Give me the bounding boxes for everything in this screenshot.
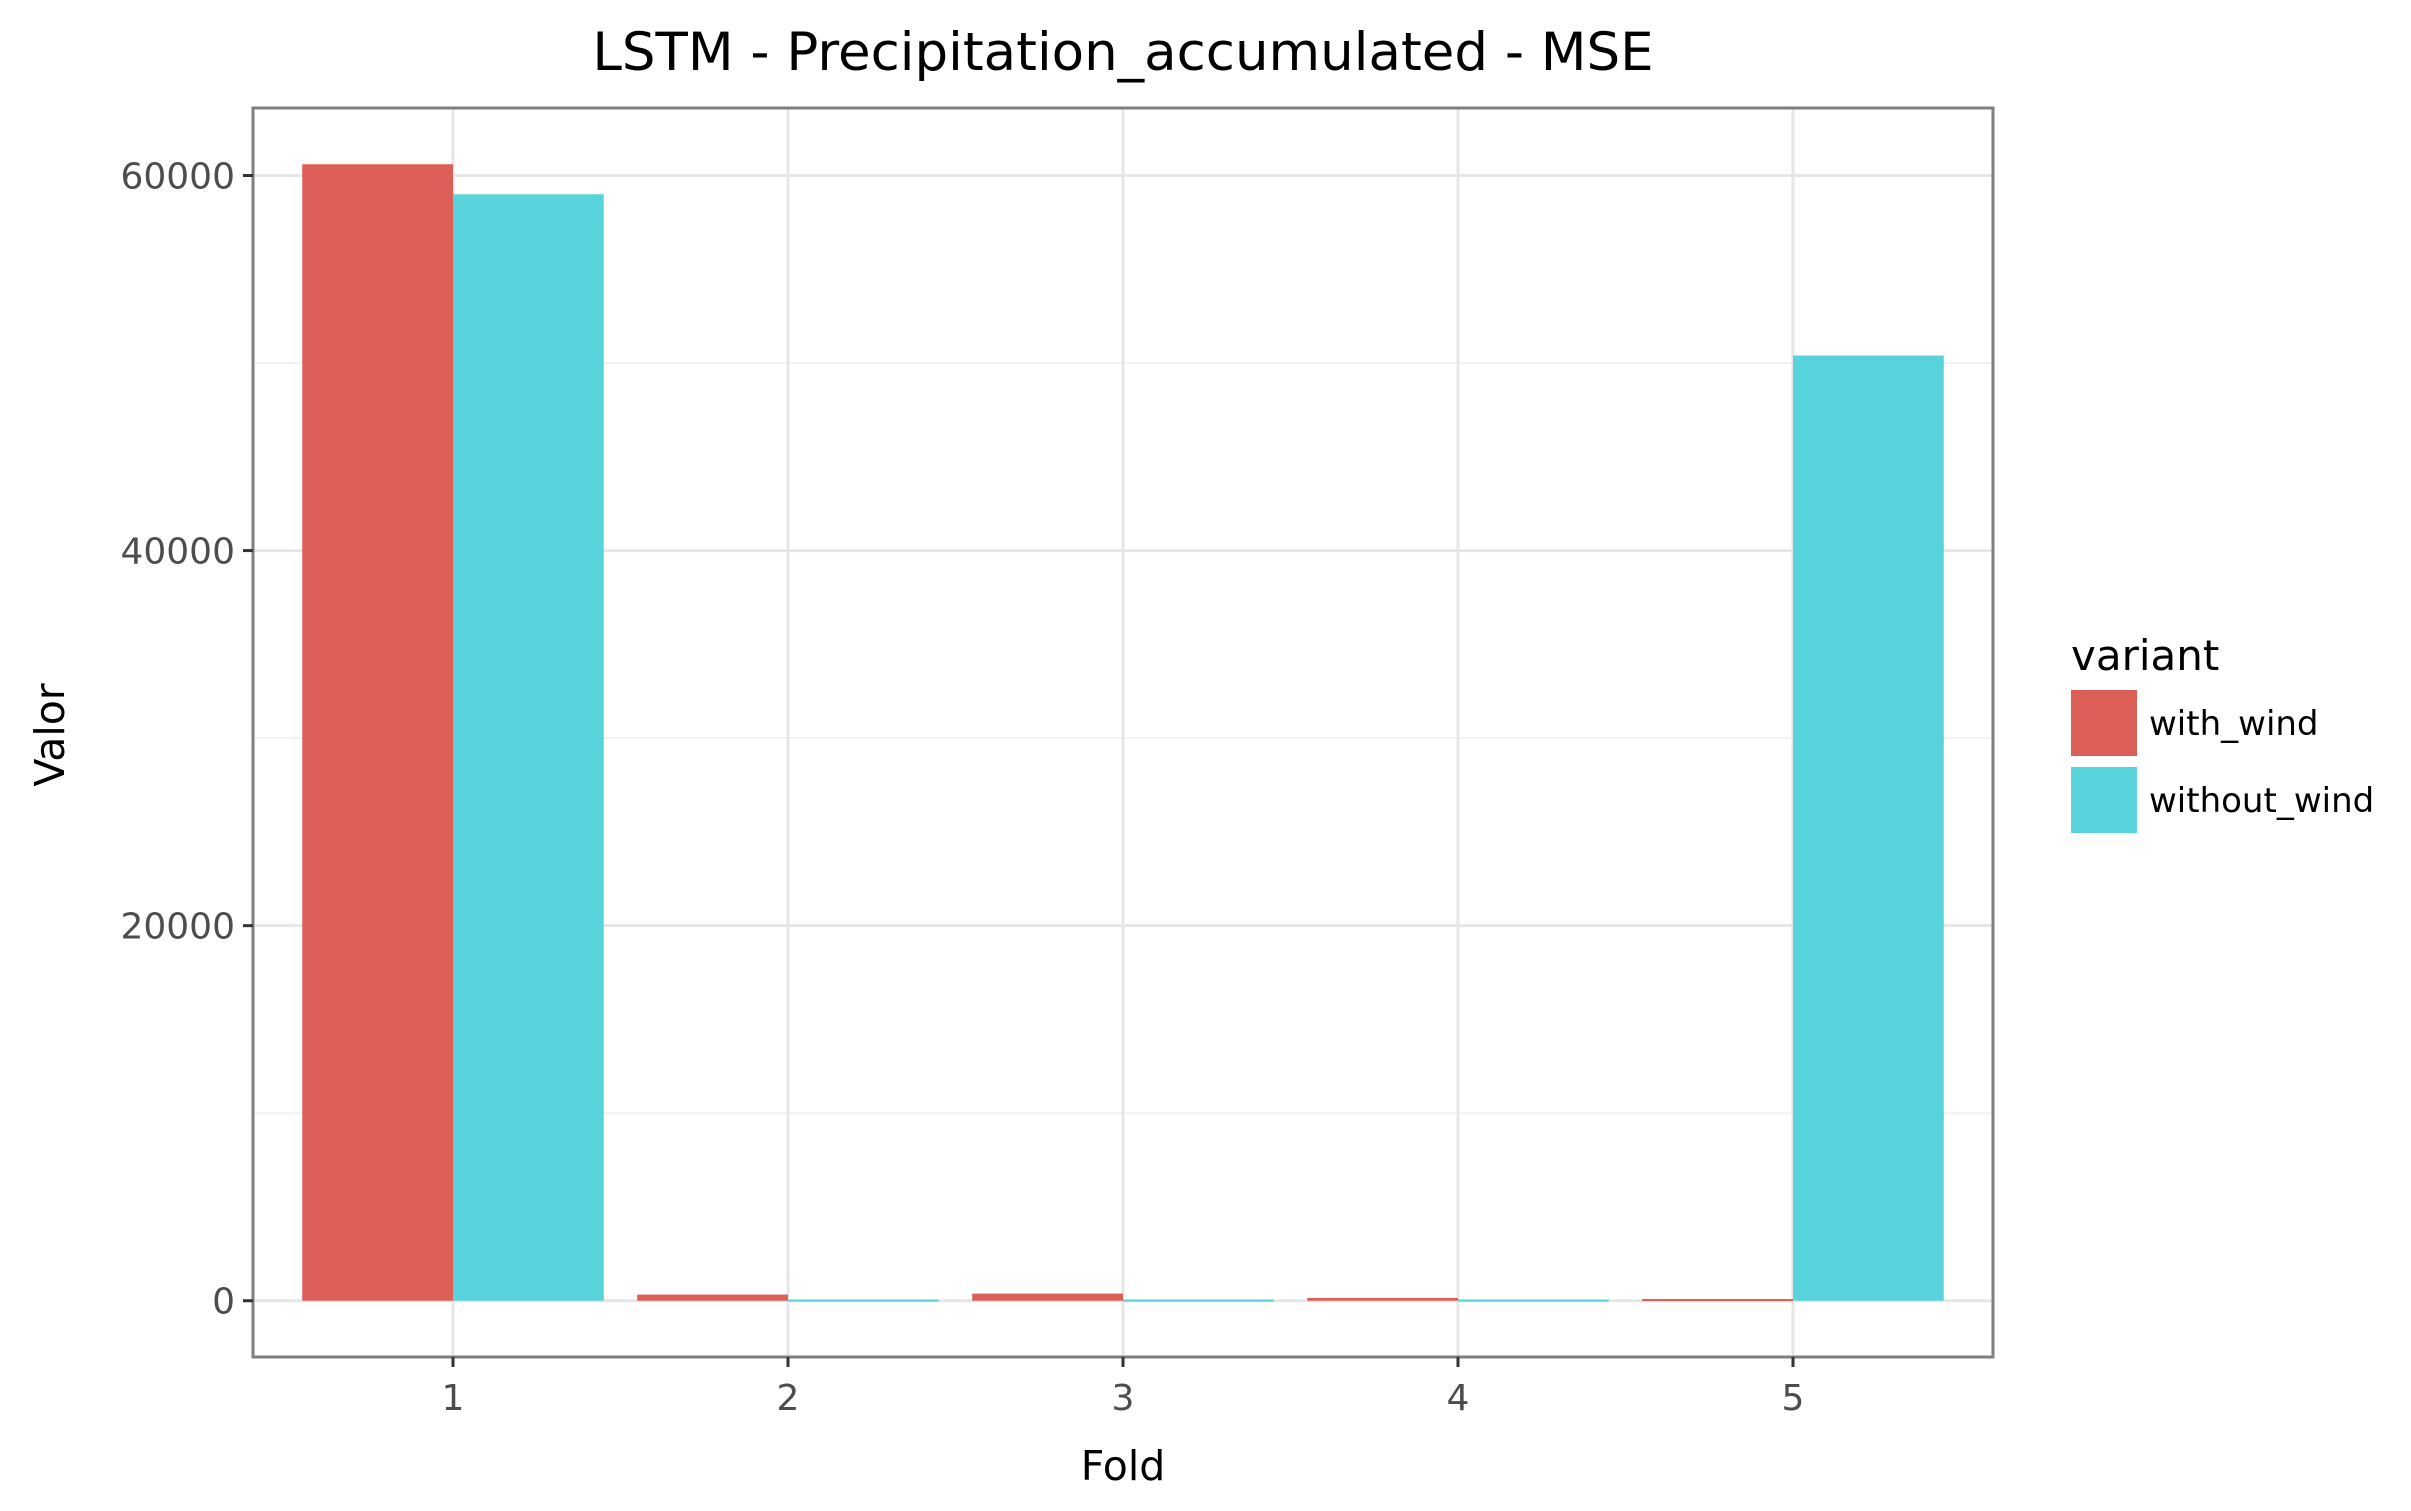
y-tick-label: 20000: [120, 907, 235, 948]
x-axis-title: Fold: [1081, 1442, 1166, 1490]
bar-without_wind-fold-2: [788, 1299, 939, 1302]
x-tick-label: 4: [1447, 1378, 1470, 1419]
y-tick-label: 40000: [120, 532, 235, 573]
legend-title: variant: [2071, 631, 2219, 680]
bar-with_wind-fold-5: [1642, 1299, 1793, 1302]
bar-without_wind-fold-3: [1123, 1299, 1274, 1302]
bar-with_wind-fold-3: [972, 1293, 1123, 1301]
legend: variant with_wind without_wind: [2071, 631, 2374, 833]
bar-without_wind-fold-5: [1793, 355, 1944, 1301]
bar-with_wind-fold-4: [1307, 1297, 1458, 1301]
legend-label-with_wind: with_wind: [2149, 704, 2319, 744]
bar-without_wind-fold-1: [453, 194, 604, 1301]
x-tick-label: 1: [442, 1378, 465, 1419]
legend-label-without_wind: without_wind: [2149, 781, 2374, 821]
x-tick-label: 5: [1782, 1378, 1805, 1419]
bar-with_wind-fold-1: [302, 164, 453, 1301]
legend-key-with_wind: [2071, 690, 2137, 756]
y-axis-title: Valor: [26, 683, 74, 786]
chart-title: LSTM - Precipitation_accumulated - MSE: [592, 22, 1653, 83]
x-tick-label: 3: [1112, 1378, 1135, 1419]
y-tick-label: 0: [212, 1282, 235, 1323]
legend-key-without_wind: [2071, 767, 2137, 833]
bar-without_wind-fold-4: [1458, 1299, 1609, 1302]
x-tick-label: 2: [777, 1378, 800, 1419]
bar-with_wind-fold-2: [637, 1294, 788, 1301]
y-tick-label: 60000: [120, 157, 235, 198]
plot-panel: 0 20000 40000 60000 1 2 3 4 5: [120, 106, 1995, 1419]
